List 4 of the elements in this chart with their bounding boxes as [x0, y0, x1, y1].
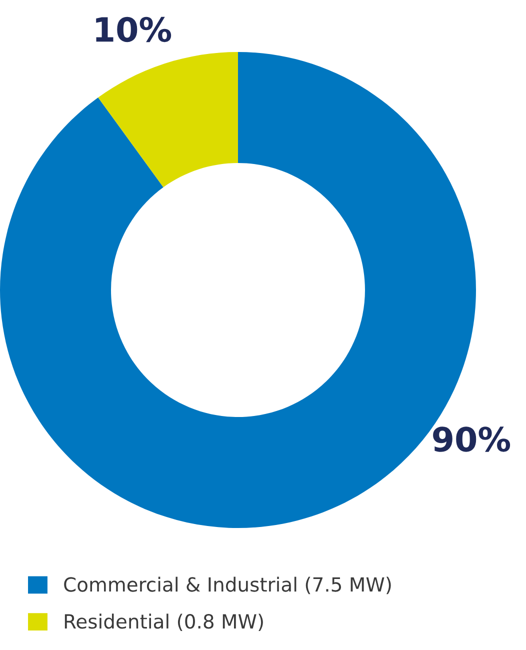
- data-label: 90%: [433, 426, 510, 452]
- legend-label: Commercial & Industrial (7.5 MW): [64, 576, 391, 594]
- data-label: 10%: [96, 16, 172, 42]
- legend-label: Residential (0.8 MW): [64, 614, 263, 632]
